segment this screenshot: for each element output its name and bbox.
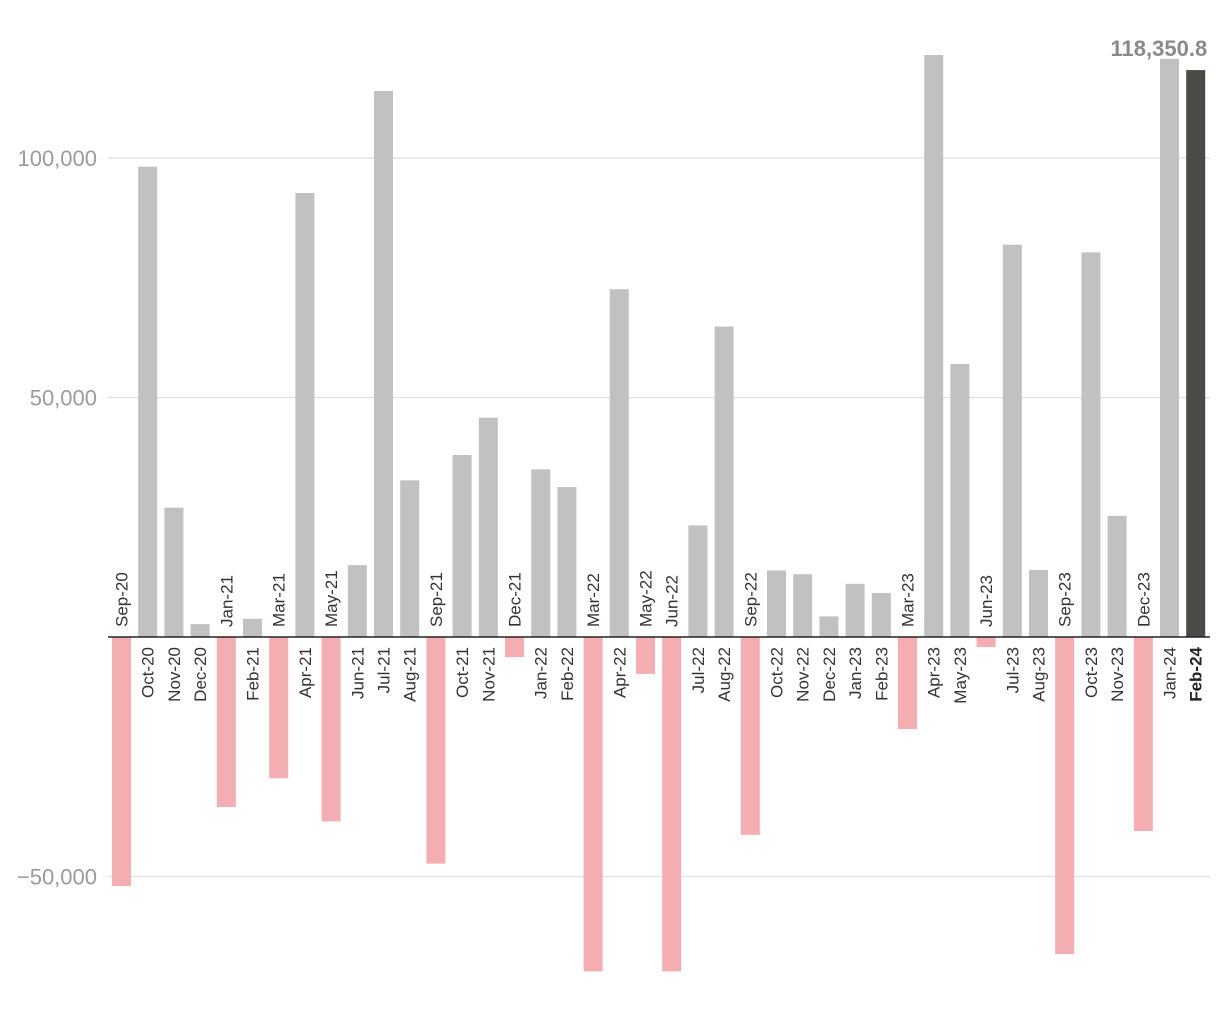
category-labels: Sep-20 Oct-20 Nov-20 Dec-20 Jan-21 Feb-21 Mar-… — [113, 36, 1208, 704]
bar — [374, 90, 393, 637]
bar — [793, 574, 813, 637]
bar — [426, 637, 446, 864]
bar — [138, 166, 158, 637]
bar — [557, 487, 577, 637]
x-category-label: Jan-21 — [217, 575, 236, 627]
bar — [243, 618, 262, 637]
bar — [845, 583, 865, 637]
bar — [1133, 637, 1153, 831]
bar — [190, 624, 210, 637]
x-category-label: Nov-23 — [1108, 647, 1127, 702]
gridlines — [108, 157, 1210, 878]
x-category-label: Sep-22 — [741, 572, 760, 627]
bar — [164, 507, 184, 637]
x-category-label: Oct-20 — [139, 647, 158, 698]
x-category-label: Apr-21 — [296, 647, 315, 698]
bar — [871, 592, 891, 637]
x-category-label: Dec-21 — [506, 572, 525, 627]
bar — [924, 55, 944, 637]
bar — [452, 454, 472, 637]
x-category-label: Mar-23 — [899, 573, 918, 627]
x-category-label: Jan-22 — [532, 647, 551, 699]
x-category-label: Sep-21 — [427, 572, 446, 627]
x-category-label: May-22 — [637, 570, 656, 627]
bar — [950, 363, 970, 637]
bar — [400, 480, 420, 637]
bar — [1107, 515, 1127, 637]
x-category-label: Jul-22 — [689, 647, 708, 693]
x-category-label: May-21 — [322, 570, 341, 627]
bars — [112, 55, 1206, 972]
x-category-label: Jul-21 — [375, 647, 394, 693]
y-tick-label: 50,000 — [30, 386, 97, 411]
x-category-label: Sep-23 — [1056, 572, 1075, 627]
x-category-label: Dec-22 — [820, 647, 839, 702]
bar — [1055, 637, 1075, 955]
bar — [583, 637, 603, 972]
bar — [295, 192, 315, 638]
x-category-label: Aug-22 — [715, 647, 734, 702]
bar — [819, 616, 839, 637]
bar — [531, 469, 551, 637]
bar — [976, 637, 996, 648]
bar — [321, 637, 341, 822]
bar — [740, 637, 760, 835]
bar — [714, 326, 734, 637]
bar — [767, 570, 786, 637]
x-category-label: Apr-22 — [610, 647, 629, 698]
bar — [688, 525, 708, 637]
bar — [1002, 244, 1022, 637]
x-category-label: Sep-20 — [113, 572, 132, 627]
bar-value-label: 118,350.8 — [1111, 36, 1208, 61]
x-category-label: Jun-22 — [663, 575, 682, 627]
x-category-label: Jul-23 — [1003, 647, 1022, 693]
x-category-label: Feb-24 — [1187, 646, 1206, 701]
bar — [478, 417, 498, 637]
bar — [609, 289, 629, 637]
x-category-label: Nov-21 — [479, 647, 498, 702]
bar-highlight — [1186, 70, 1206, 637]
x-category-label: Dec-23 — [1134, 572, 1153, 627]
x-category-label: Oct-23 — [1082, 647, 1101, 698]
x-category-label: Jan-24 — [1161, 647, 1180, 699]
bar — [1029, 569, 1048, 637]
x-category-label: Mar-22 — [584, 573, 603, 627]
x-category-label: Nov-20 — [165, 647, 184, 702]
bar — [636, 637, 655, 674]
x-category-label: Jun-23 — [977, 575, 996, 627]
bar — [112, 637, 131, 887]
x-category-label: Aug-21 — [401, 647, 420, 702]
x-category-label: May-23 — [951, 647, 970, 704]
x-category-label: Oct-21 — [453, 647, 472, 698]
x-category-label: Feb-22 — [558, 647, 577, 701]
bar — [662, 637, 682, 972]
bar — [269, 637, 289, 779]
x-category-label: Oct-22 — [768, 647, 787, 698]
x-category-label: Apr-23 — [925, 647, 944, 698]
y-axis-ticks: −50,000 50,000 100,000 — [17, 146, 97, 890]
y-tick-label: 100,000 — [17, 146, 97, 171]
x-category-label: Mar-21 — [270, 573, 289, 627]
x-category-label: Aug-23 — [1030, 647, 1049, 702]
bar — [216, 637, 236, 808]
x-category-label: Jan-23 — [846, 647, 865, 699]
bar — [1160, 58, 1179, 638]
x-category-label: Dec-20 — [191, 647, 210, 702]
x-category-label: Feb-21 — [244, 647, 263, 701]
bar — [1081, 252, 1101, 637]
bar — [347, 565, 367, 637]
x-category-label: Nov-22 — [794, 647, 813, 702]
bar — [898, 637, 917, 729]
x-category-label: Jun-21 — [348, 647, 367, 699]
x-category-label: Feb-23 — [872, 647, 891, 701]
y-tick-label: −50,000 — [17, 865, 97, 890]
bar — [505, 637, 524, 658]
